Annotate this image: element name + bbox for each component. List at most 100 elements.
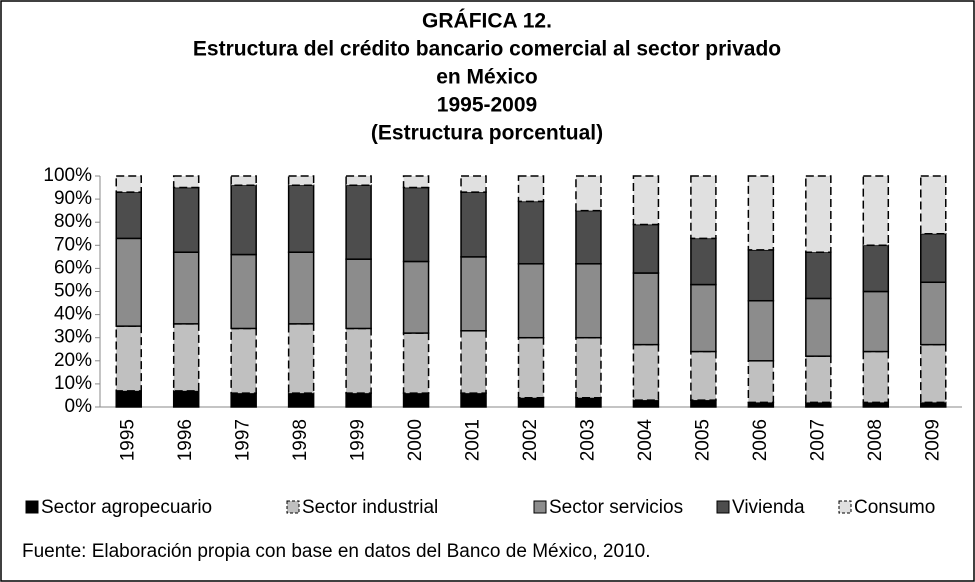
bar-segment: [287, 175, 315, 186]
bar-segment: [287, 184, 315, 253]
legend-swatch: [25, 500, 39, 514]
bar-segment: [345, 184, 372, 260]
bar-segment: [172, 390, 200, 408]
bar-segment: [575, 336, 602, 399]
y-tick-label: 50%: [54, 281, 92, 302]
bar-segment: [402, 392, 430, 408]
x-tick-label: 1996: [175, 419, 196, 461]
bar-segment: [460, 175, 487, 193]
bar-segment: [402, 175, 430, 189]
x-tick-label: 2002: [520, 419, 541, 461]
x-tick-label: 2000: [405, 419, 426, 461]
bar-segment: [920, 233, 947, 284]
x-tick-label: 2003: [577, 419, 598, 461]
bar-segment: [575, 209, 602, 265]
bar-segment: [805, 251, 832, 300]
chart-title: GRÁFICA 12.: [422, 10, 552, 33]
bar-segment: [345, 327, 372, 394]
bar-segment: [690, 399, 717, 408]
legend-label: Sector servicios: [549, 497, 683, 518]
y-tick-label: 40%: [54, 304, 92, 325]
bar-segment: [172, 175, 200, 189]
x-tick-label: 2007: [807, 419, 828, 461]
bar-segment: [862, 290, 890, 353]
y-tick-label: 30%: [54, 327, 92, 348]
bar-segment: [632, 399, 660, 408]
bar-segment: [460, 330, 487, 394]
chart-title: Estructura del crédito bancario comercia…: [193, 38, 781, 61]
x-tick-label: 2004: [635, 419, 656, 462]
legend-swatch: [533, 500, 547, 514]
bar-segment: [230, 184, 257, 256]
y-tick-label: 90%: [54, 188, 92, 209]
bar-segment: [632, 175, 660, 226]
bar-segment: [517, 175, 545, 203]
x-tick-label: 1998: [290, 419, 311, 461]
x-tick-label: 2008: [865, 419, 886, 461]
bar-segment: [690, 283, 717, 353]
bar-segment: [805, 175, 832, 253]
y-tick-label: 0%: [65, 396, 93, 417]
bar-segment: [115, 325, 142, 392]
bar-segment: [230, 175, 257, 186]
bar-segment: [460, 191, 487, 258]
bar-segment: [632, 223, 660, 274]
bar-segment: [747, 360, 775, 404]
bar-segment: [862, 350, 890, 404]
bar-segment: [805, 297, 832, 357]
bar-segment: [402, 186, 430, 263]
bar-segment: [690, 237, 717, 286]
bar-segment: [920, 281, 947, 346]
bar-segment: [115, 390, 142, 408]
x-tick-label: 2005: [692, 419, 713, 461]
x-tick-label: 1995: [118, 419, 139, 461]
bar-segment: [920, 175, 947, 235]
y-tick-label: 60%: [54, 257, 92, 278]
bar-segment: [747, 249, 775, 302]
bar-segment: [230, 392, 257, 408]
bar-segment: [575, 397, 602, 408]
x-tick-label: 1999: [348, 419, 369, 461]
chart-title: (Estructura porcentual): [371, 122, 603, 145]
bar-segment: [460, 256, 487, 332]
x-tick-label: 1997: [233, 419, 254, 461]
legend-label: Consumo: [854, 497, 935, 518]
bar-segment: [287, 392, 315, 408]
bar-segment: [345, 392, 372, 408]
bar-segment: [575, 175, 602, 212]
chart-title: 1995-2009: [437, 94, 537, 117]
legend-label: Sector agropecuario: [41, 497, 212, 518]
bar-segment: [287, 323, 315, 394]
bar-segment: [345, 175, 372, 186]
x-tick-label: 2009: [922, 419, 943, 461]
bar-segment: [862, 244, 890, 293]
bar-segment: [230, 327, 257, 394]
y-tick-label: 10%: [54, 373, 92, 394]
x-tick-label: 2001: [463, 419, 484, 461]
bar-segment: [632, 343, 660, 401]
source-note: Fuente: Elaboración propia con base en d…: [22, 541, 650, 562]
bar-segment: [920, 343, 947, 404]
bar-segment: [402, 260, 430, 334]
bar-segment: [402, 332, 430, 394]
bar-segment: [345, 258, 372, 330]
bar-segment: [460, 392, 487, 408]
bar-segment: [517, 397, 545, 408]
y-tick-label: 80%: [54, 211, 92, 232]
legend-swatch: [286, 500, 300, 514]
legend-swatch: [838, 500, 852, 514]
bar-segment: [747, 299, 775, 362]
bar-segment: [517, 200, 545, 265]
bar-segment: [690, 350, 717, 401]
bar-segment: [287, 251, 315, 325]
chart-title: en México: [436, 66, 538, 89]
bar-segment: [747, 175, 775, 251]
bar-segment: [690, 175, 717, 240]
legend-label: Vivienda: [732, 497, 805, 518]
bar-segment: [575, 263, 602, 339]
bar-segment: [172, 186, 200, 253]
bar-segment: [805, 355, 832, 404]
y-tick-label: 20%: [54, 350, 92, 371]
bar-segment: [230, 253, 257, 330]
